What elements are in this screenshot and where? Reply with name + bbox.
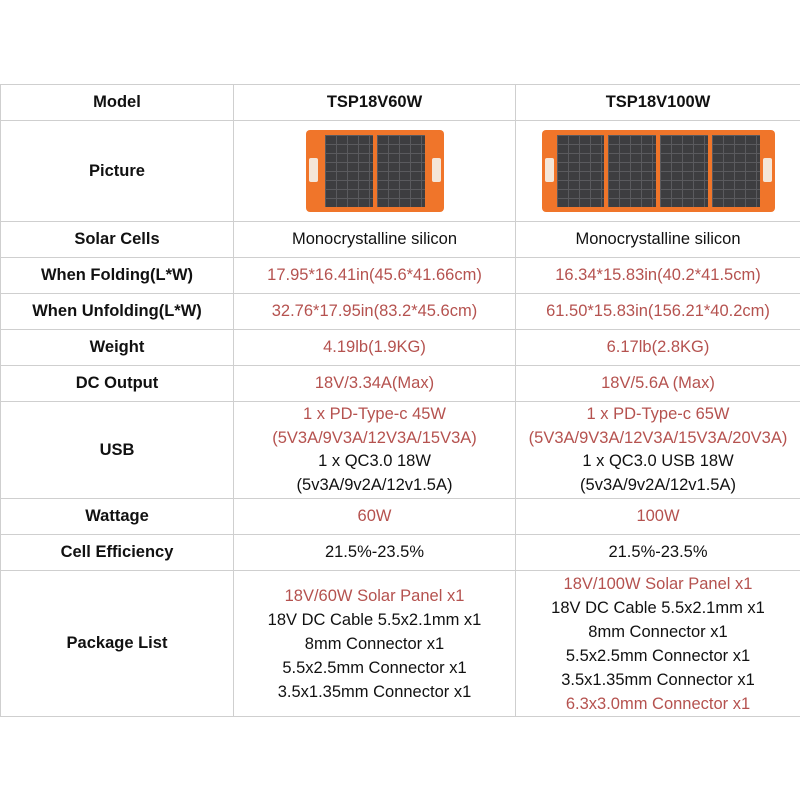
usb-60w: 1 x PD-Type-c 45W (5V3A/9V3A/12V3A/15V3A… [233,401,516,499]
package-60w: 18V/60W Solar Panel x1 18V DC Cable 5.5x… [233,570,516,717]
usb-line: (5v3A/9v2A/12v1.5A) [580,475,736,494]
dc-output-60w: 18V/3.34A(Max) [233,365,516,402]
solar-cells-label: Solar Cells [0,221,234,258]
usb-line: (5V3A/9V3A/12V3A/15V3A/20V3A) [528,428,788,447]
package-item: 8mm Connector x1 [588,622,728,641]
wattage-100w: 100W [515,498,800,535]
efficiency-label: Cell Efficiency [0,534,234,571]
solar-cells-100w: Monocrystalline silicon [515,221,800,258]
picture-60w [233,120,516,222]
unfolding-label: When Unfolding(L*W) [0,293,234,330]
package-item: 3.5x1.35mm Connector x1 [277,682,472,701]
usb-line: 1 x PD-Type-c 45W [302,405,447,423]
package-item: 5.5x2.5mm Connector x1 [282,658,467,677]
unfolding-100w: 61.50*15.83in(156.21*40.2cm) [515,293,800,330]
solar-cells-60w: Monocrystalline silicon [233,221,516,258]
wattage-row: Wattage 60W 100W [0,498,800,535]
unfolding-row: When Unfolding(L*W) 32.76*17.95in(83.2*4… [0,293,800,330]
folding-row: When Folding(L*W) 17.95*16.41in(45.6*41.… [0,257,800,294]
weight-row: Weight 4.19lb(1.9KG) 6.17lb(2.8KG) [0,329,800,366]
unfolding-60w: 32.76*17.95in(83.2*45.6cm) [233,293,516,330]
usb-line: (5V3A/9V3A/12V3A/15V3A) [272,428,477,447]
model-header: Model [0,84,234,121]
wattage-label: Wattage [0,498,234,535]
package-row: Package List 18V/60W Solar Panel x1 18V … [0,570,800,717]
usb-line: 1 x QC3.0 USB 18W [582,452,734,470]
efficiency-100w: 21.5%-23.5% [515,534,800,571]
usb-line: (5v3A/9v2A/12v1.5A) [296,475,453,494]
dc-output-100w: 18V/5.6A (Max) [515,365,800,402]
weight-label: Weight [0,329,234,366]
usb-label: USB [0,401,234,499]
solar-panel-60w-image [305,130,444,212]
picture-label: Picture [0,120,234,222]
package-item: 3.5x1.35mm Connector x1 [561,670,755,689]
solar-panel-100w-image [541,130,775,212]
spec-table: Model TSP18V60W TSP18V100W Picture Solar… [0,84,800,717]
folding-60w: 17.95*16.41in(45.6*41.66cm) [233,257,516,294]
package-item: 5.5x2.5mm Connector x1 [565,646,751,665]
package-item: 8mm Connector x1 [304,634,445,653]
header-row: Model TSP18V60W TSP18V100W [0,84,800,121]
package-item: 18V DC Cable 5.5x2.1mm x1 [551,598,765,617]
model-60w-header: TSP18V60W [233,84,516,121]
package-item: 18V/60W Solar Panel x1 [284,586,465,605]
usb-100w: 1 x PD-Type-c 65W (5V3A/9V3A/12V3A/15V3A… [515,401,800,499]
package-item: 18V DC Cable 5.5x2.1mm x1 [267,610,482,629]
package-label: Package List [0,570,234,717]
picture-row: Picture [0,120,800,222]
efficiency-row: Cell Efficiency 21.5%-23.5% 21.5%-23.5% [0,534,800,571]
efficiency-60w: 21.5%-23.5% [233,534,516,571]
package-item: 18V/100W Solar Panel x1 [563,574,753,593]
package-item: 6.3x3.0mm Connector x1 [565,694,751,713]
solar-cells-row: Solar Cells Monocrystalline silicon Mono… [0,221,800,258]
package-100w: 18V/100W Solar Panel x1 18V DC Cable 5.5… [515,570,800,717]
picture-100w [515,120,800,222]
weight-100w: 6.17lb(2.8KG) [515,329,800,366]
usb-line: 1 x QC3.0 18W [318,452,431,470]
dc-output-row: DC Output 18V/3.34A(Max) 18V/5.6A (Max) [0,365,800,402]
dc-output-label: DC Output [0,365,234,402]
usb-line: 1 x PD-Type-c 65W [586,405,730,423]
folding-label: When Folding(L*W) [0,257,234,294]
usb-row: USB 1 x PD-Type-c 45W (5V3A/9V3A/12V3A/1… [0,401,800,499]
weight-60w: 4.19lb(1.9KG) [233,329,516,366]
wattage-60w: 60W [233,498,516,535]
folding-100w: 16.34*15.83in(40.2*41.5cm) [515,257,800,294]
model-100w-header: TSP18V100W [515,84,800,121]
